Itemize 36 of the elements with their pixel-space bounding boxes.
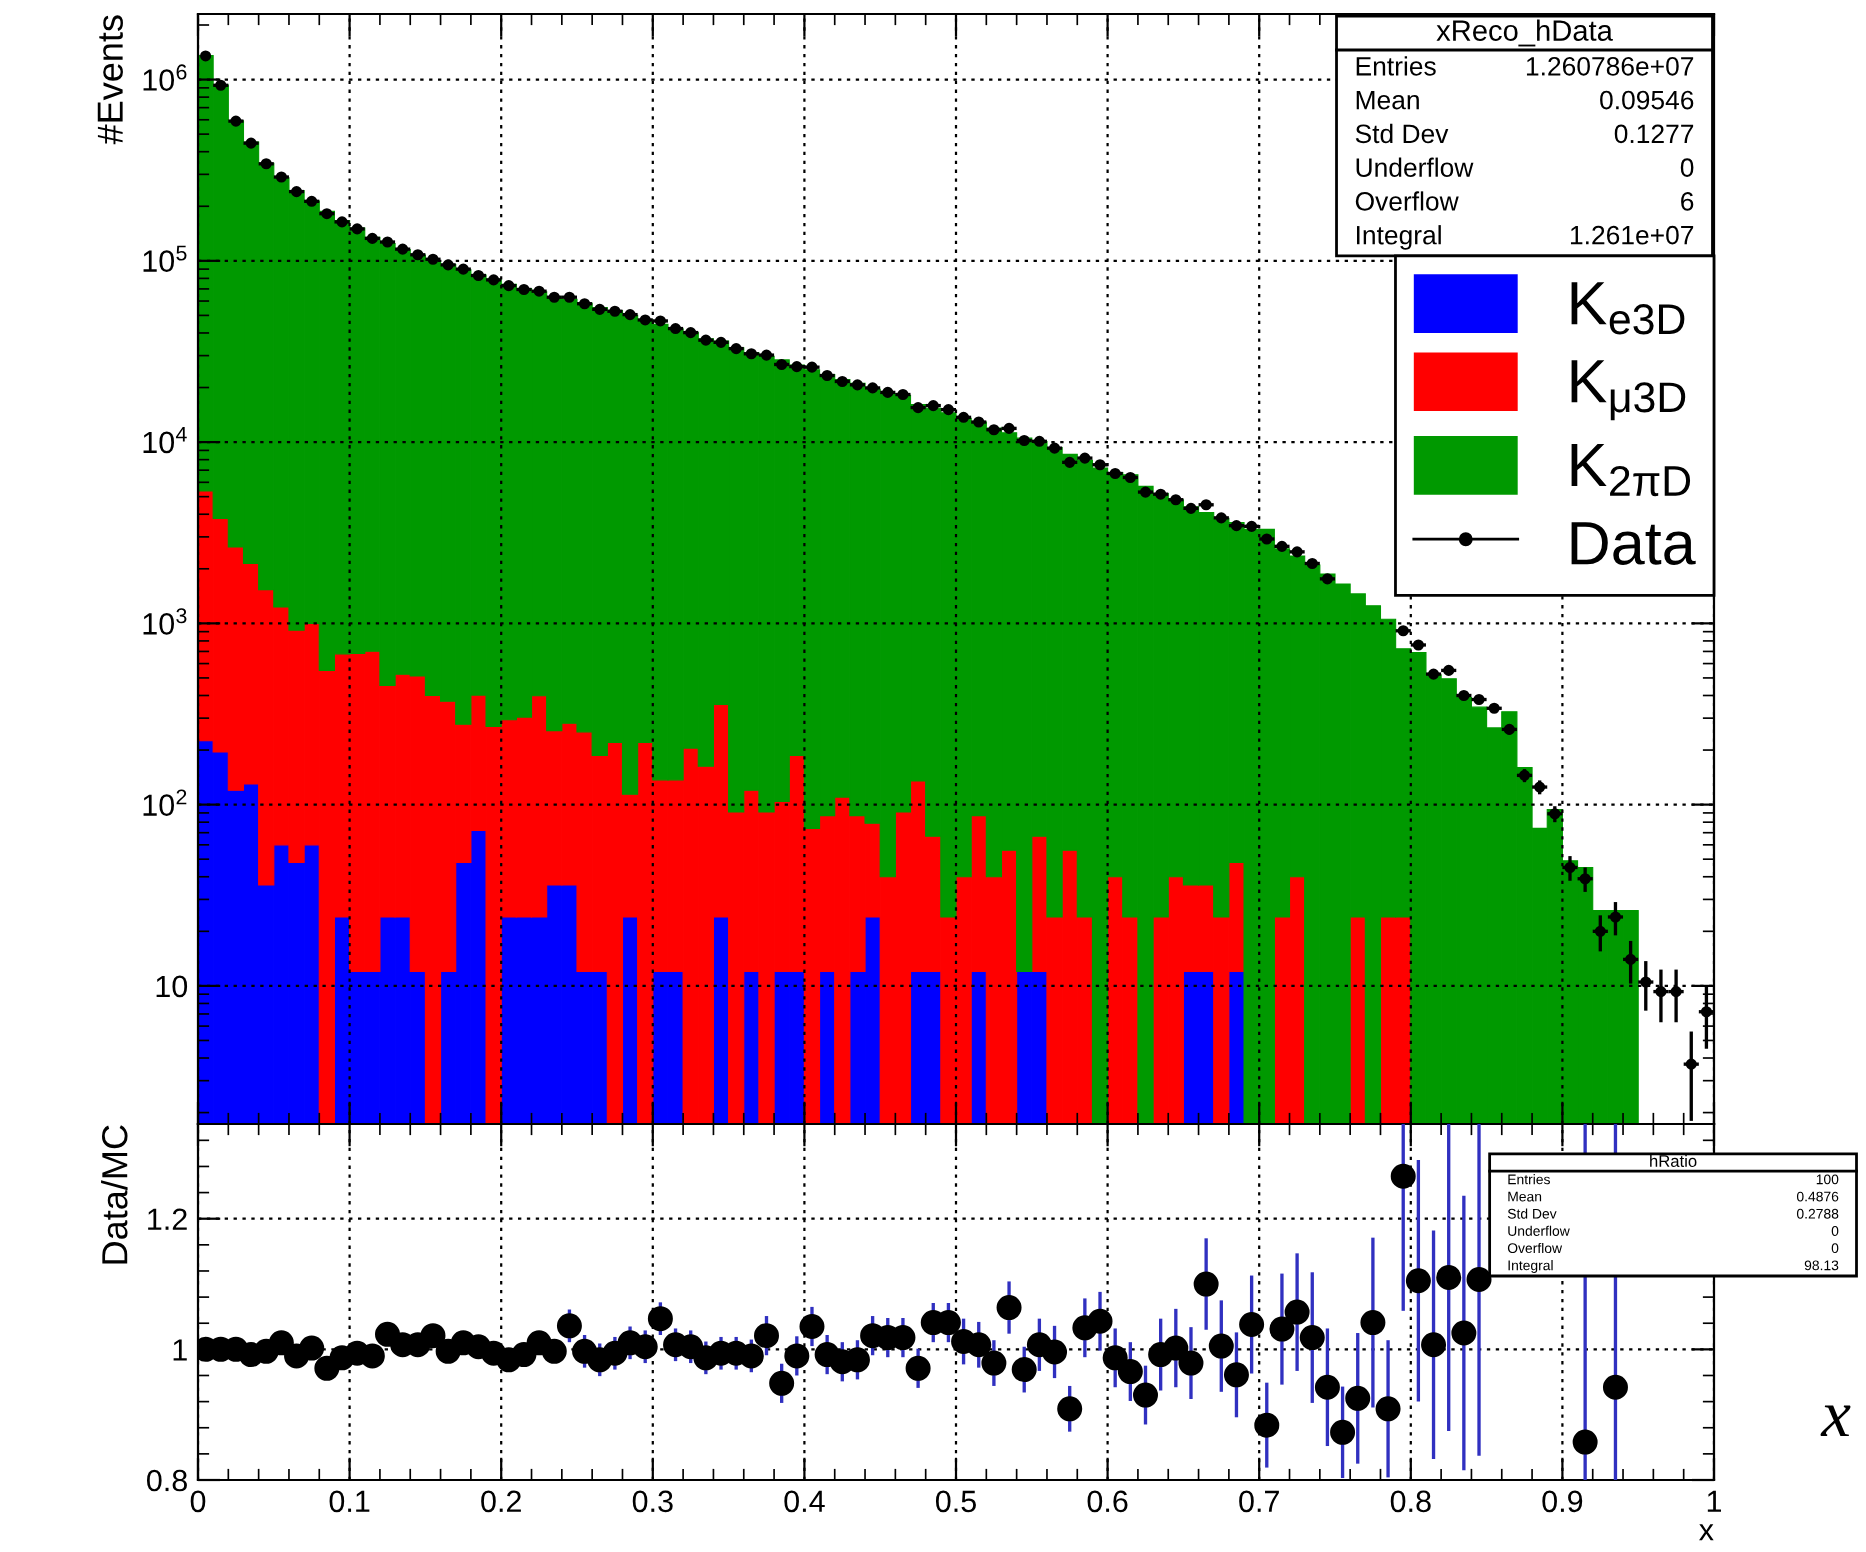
y-tick-label: 1 [173,1339,187,1361]
text: Std Dev 0.1277 [1355,123,1694,144]
x-tick-label: 1 [1707,1490,1722,1512]
x-tick-label: 0.1 [329,1490,370,1513]
legend-label: K$_{μ3D}$ [1571,360,1686,421]
y-tick-label: 10 [156,975,188,998]
annotation: hRatio [1650,1154,1697,1167]
text: Integral 1.261e+07 [1357,225,1694,250]
y-tick-label: 1.2 [148,1208,187,1230]
y-tick-label: 10$^{5}$ [143,245,187,272]
x-tick-label: 0.7 [1239,1490,1279,1513]
y-tick-label: 10$^{2}$ [143,789,187,816]
x-tick-label: 0.6 [1087,1490,1128,1513]
x-tick-label: 0.8 [1390,1490,1431,1513]
text: x [1820,1405,1851,1437]
annotation: xReco_hData [1436,19,1613,47]
x-tick-label: 0.9 [1542,1490,1583,1513]
x-tick-label: 0 [190,1490,206,1513]
text: Entries 1.260786e+07 [1356,56,1694,76]
text: Overflow 6 [1355,191,1694,211]
x-tick-label: 0.3 [632,1490,673,1513]
y-axis-title: #Events [97,15,123,145]
x-tick-label: 0.2 [481,1490,521,1513]
legend-label: K$_{e3D}$ [1571,282,1685,335]
text: Mean 0.09546 [1356,90,1694,110]
x-tick-label: 0.5 [935,1490,976,1513]
y-tick-label: 10$^{4}$ [143,426,187,454]
x-axis-title: x [1699,1524,1714,1541]
y-tick-label: 0.8 [147,1469,187,1492]
y-tick-label: 10$^{6}$ [143,64,187,91]
y-tick-label: 10$^{3}$ [143,608,187,635]
legend-label: Data [1571,522,1696,565]
y-axis-title: Data/MC [101,1125,128,1264]
legend-label: K$_{2πD}$ [1571,444,1691,497]
text: Underflow 0 [1356,157,1694,177]
x-tick-label: 0.4 [784,1490,825,1513]
